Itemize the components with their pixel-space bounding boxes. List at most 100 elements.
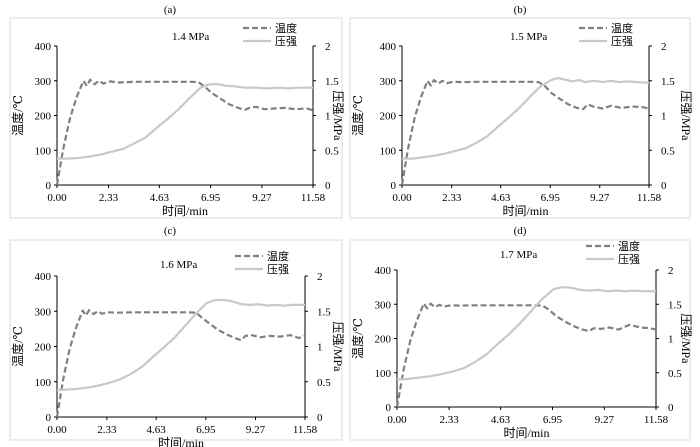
y-tick-label: 200 xyxy=(35,111,52,123)
pressure-series-line xyxy=(57,83,313,160)
y-tick-label: 200 xyxy=(35,342,52,354)
y-tick-label: 100 xyxy=(35,377,52,389)
pressure-annotation: 1.6 MPa xyxy=(160,259,197,271)
chart-panel-2: 0 100 200 300 400 0 0.5 1 1.5 2 0.00 2.33 4.63 6.95 9.… xyxy=(349,17,693,219)
x-tick-label: 0.00 xyxy=(47,424,67,436)
y2-tick-label: 1.5 xyxy=(668,299,682,311)
x-axis-label: 时间/min xyxy=(158,436,204,447)
y2-tick-label: 0 xyxy=(661,180,667,192)
panel-label-b: (b) xyxy=(513,4,527,16)
legend-label: 压强 xyxy=(611,35,633,48)
x-tick-label: 4.63 xyxy=(150,192,170,204)
x-tick-label: 11.58 xyxy=(644,414,669,426)
x-tick-label: 2.33 xyxy=(442,192,462,204)
x-tick-label: 9.27 xyxy=(590,192,610,204)
x-tick-label: 2.33 xyxy=(439,414,459,426)
y2-axis-label: 压强/MPa xyxy=(679,90,693,141)
x-tick-label: 0.00 xyxy=(392,192,412,204)
x-tick-label: 0.00 xyxy=(47,192,67,204)
x-tick-label: 9.27 xyxy=(595,414,615,426)
x-tick-label: 11.58 xyxy=(637,192,662,204)
x-tick-label: 11.58 xyxy=(293,424,318,436)
y-tick-label: 0 xyxy=(391,180,397,192)
y2-tick-label: 0 xyxy=(325,180,331,192)
pressure-series-line xyxy=(402,76,650,160)
y-tick-label: 400 xyxy=(35,41,52,53)
y-tick-label: 400 xyxy=(375,265,392,277)
legend-label: 温度 xyxy=(275,21,297,35)
y2-tick-label: 2 xyxy=(317,271,323,283)
y2-tick-label: 2 xyxy=(668,265,674,277)
y-tick-label: 300 xyxy=(35,76,52,88)
y-tick-label: 400 xyxy=(380,41,397,53)
y-tick-label: 0 xyxy=(386,402,392,414)
x-tick-label: 4.63 xyxy=(147,424,167,436)
y2-tick-label: 0.5 xyxy=(317,377,331,389)
chart-panel-1: 0 100 200 300 400 0 0.5 1 1.5 2 0.00 2.33 4.63 6.95 9.… xyxy=(9,17,345,219)
panel-frame xyxy=(349,17,691,219)
x-tick-label: 2.33 xyxy=(99,192,119,204)
y-axis-label: 温度/℃ xyxy=(10,326,25,367)
pressure-annotation: 1.4 MPa xyxy=(172,31,209,43)
y-axis-label: 温度/℃ xyxy=(10,95,25,136)
x-tick-label: 0.00 xyxy=(387,414,407,426)
x-tick-label: 2.33 xyxy=(97,424,117,436)
x-axis-label: 时间/min xyxy=(502,204,548,218)
y2-tick-label: 1.5 xyxy=(661,76,675,88)
y-tick-label: 400 xyxy=(35,271,52,283)
pressure-annotation: 1.7 MPa xyxy=(500,249,537,261)
y-tick-label: 300 xyxy=(35,306,52,318)
y2-tick-label: 1 xyxy=(317,342,323,354)
x-tick-label: 6.95 xyxy=(543,414,563,426)
x-tick-label: 9.27 xyxy=(246,424,266,436)
y-tick-label: 100 xyxy=(375,368,392,380)
temperature-series-line xyxy=(400,78,650,186)
y-tick-label: 200 xyxy=(375,334,392,346)
pressure-series-line xyxy=(56,298,305,392)
panel-label-c: (c) xyxy=(163,225,177,237)
y2-tick-label: 0.5 xyxy=(668,368,682,380)
y2-tick-label: 0 xyxy=(317,412,323,424)
temperature-series-line xyxy=(55,78,314,186)
y-tick-label: 100 xyxy=(35,145,52,157)
temperature-series-line xyxy=(395,302,657,408)
panel-frame xyxy=(9,17,343,219)
legend-label: 温度 xyxy=(611,21,633,35)
legend-label: 压强 xyxy=(618,253,640,266)
y-tick-label: 200 xyxy=(380,111,397,123)
legend-label: 压强 xyxy=(267,263,289,276)
legend-label: 温度 xyxy=(267,249,289,263)
y2-tick-label: 0.5 xyxy=(325,145,339,157)
x-tick-label: 4.63 xyxy=(491,414,511,426)
y-tick-label: 0 xyxy=(46,412,52,424)
x-tick-label: 4.63 xyxy=(491,192,511,204)
panel-label-a: (a) xyxy=(163,4,177,16)
panel-frame xyxy=(9,239,343,441)
y-tick-label: 0 xyxy=(46,180,52,192)
y2-axis-label: 压强/MPa xyxy=(331,321,345,372)
x-axis-label: 时间/min xyxy=(503,426,549,440)
y-tick-label: 100 xyxy=(380,145,397,157)
y-tick-label: 300 xyxy=(375,299,392,311)
x-tick-label: 6.95 xyxy=(201,192,221,204)
x-tick-label: 6.95 xyxy=(541,192,561,204)
y2-axis-label: 压强/MPa xyxy=(331,90,345,141)
y2-tick-label: 0 xyxy=(668,402,674,414)
x-tick-label: 11.58 xyxy=(301,192,326,204)
y-axis-label: 温度/℃ xyxy=(350,318,365,359)
pressure-series-line xyxy=(396,286,656,381)
legend-label: 温度 xyxy=(618,239,640,253)
legend-label: 压强 xyxy=(275,35,297,48)
y2-axis-label: 压强/MPa xyxy=(679,313,693,364)
y-axis-label: 温度/℃ xyxy=(350,95,365,136)
y2-tick-label: 1.5 xyxy=(325,76,339,88)
y2-tick-label: 1 xyxy=(661,111,667,123)
chart-panel-4: 0 100 200 300 400 0 0.5 1 1.5 2 0.00 2.33 4.63 6.95 9.… xyxy=(349,239,693,441)
y2-tick-label: 2 xyxy=(661,41,667,53)
x-tick-label: 6.95 xyxy=(196,424,216,436)
y-tick-label: 300 xyxy=(380,76,397,88)
y2-tick-label: 0.5 xyxy=(661,145,675,157)
x-axis-label: 时间/min xyxy=(162,204,208,218)
pressure-annotation: 1.5 MPa xyxy=(510,31,547,43)
